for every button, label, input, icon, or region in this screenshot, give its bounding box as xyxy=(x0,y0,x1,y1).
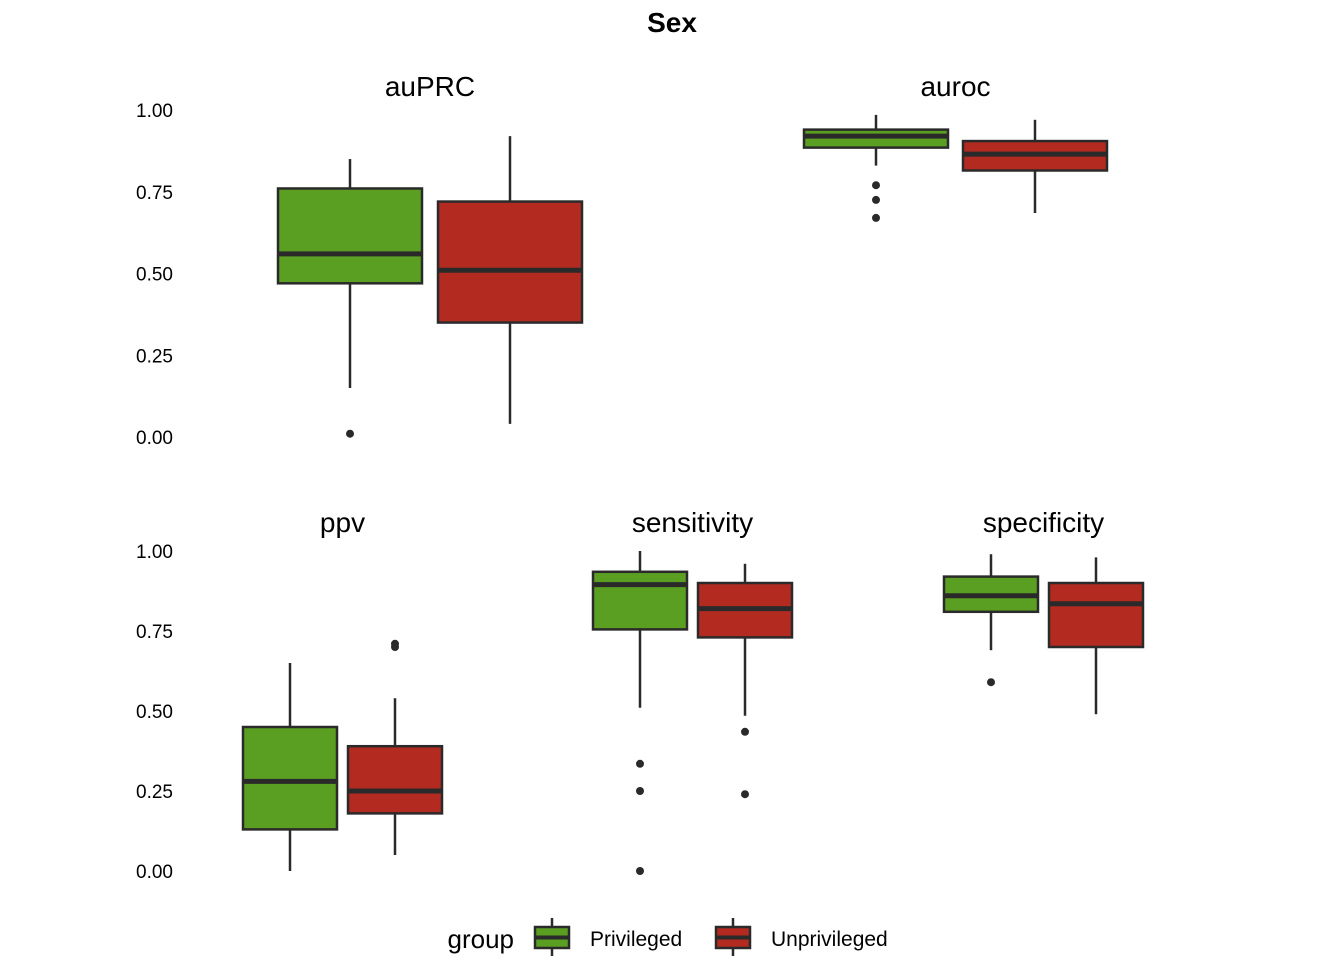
box-iqr xyxy=(436,200,584,324)
y-tick-label: 0.75 xyxy=(136,183,173,204)
box-iqr xyxy=(1047,581,1145,649)
legend-label: Privileged xyxy=(590,928,682,951)
facet-title: auroc xyxy=(920,71,990,102)
outlier-point xyxy=(391,639,399,648)
facet-title: auPRC xyxy=(385,71,475,102)
box-iqr xyxy=(241,725,339,831)
facet-title: specificity xyxy=(983,507,1104,538)
outlier-point xyxy=(872,181,880,190)
legend-key-privileged xyxy=(533,918,571,956)
y-tick-label: 1.00 xyxy=(136,101,173,122)
box-iqr xyxy=(591,570,689,631)
box-unprivileged xyxy=(1047,557,1145,715)
box-unprivileged xyxy=(436,136,584,424)
box-privileged xyxy=(276,159,424,438)
legend-key-unprivileged xyxy=(714,918,752,956)
box-unprivileged xyxy=(961,119,1109,214)
chart-title: Sex xyxy=(647,7,697,38)
legend-title: group xyxy=(448,924,515,954)
box-unprivileged xyxy=(696,563,794,799)
box-privileged xyxy=(802,114,950,222)
facet-panel-specificity: specificity xyxy=(942,507,1145,715)
y-tick-label: 1.00 xyxy=(136,542,173,563)
facet-panel-auroc: auroc xyxy=(802,71,1109,222)
outlier-point xyxy=(346,429,354,438)
outlier-point xyxy=(741,790,749,799)
y-tick-label: 0.50 xyxy=(136,265,173,286)
box-iqr xyxy=(276,187,424,285)
box-privileged xyxy=(942,554,1040,687)
outlier-point xyxy=(872,195,880,204)
facet-panel-auPRC: auPRC xyxy=(276,71,584,438)
y-tick-label: 0.25 xyxy=(136,346,173,367)
y-tick-label: 0.00 xyxy=(136,862,173,883)
box-unprivileged xyxy=(346,639,444,855)
facet-title: ppv xyxy=(320,507,365,538)
facet-panels: 0.00 0.25 0.50 0.75 1.00 0.00 0.25 0.50 0.75 1.00… xyxy=(136,71,1145,883)
facet-panel-ppv: ppv xyxy=(241,507,444,871)
box-iqr xyxy=(346,744,444,815)
outlier-point xyxy=(872,213,880,222)
y-tick-label: 0.25 xyxy=(136,782,173,803)
y-tick-label: 0.75 xyxy=(136,622,173,643)
outlier-point xyxy=(741,727,749,736)
facet-title: sensitivity xyxy=(632,507,753,538)
box-privileged xyxy=(241,663,339,871)
legend: group Privileged Unprivileged xyxy=(448,918,888,956)
outlier-point xyxy=(987,678,995,687)
outlier-point xyxy=(636,867,644,875)
y-tick-label: 0.50 xyxy=(136,702,173,723)
y-tick-label: 0.00 xyxy=(136,428,173,449)
outlier-point xyxy=(636,787,644,795)
legend-label: Unprivileged xyxy=(771,928,888,951)
outlier-point xyxy=(636,759,644,768)
box-privileged xyxy=(591,551,689,875)
facet-panel-sensitivity: sensitivity xyxy=(591,507,794,875)
